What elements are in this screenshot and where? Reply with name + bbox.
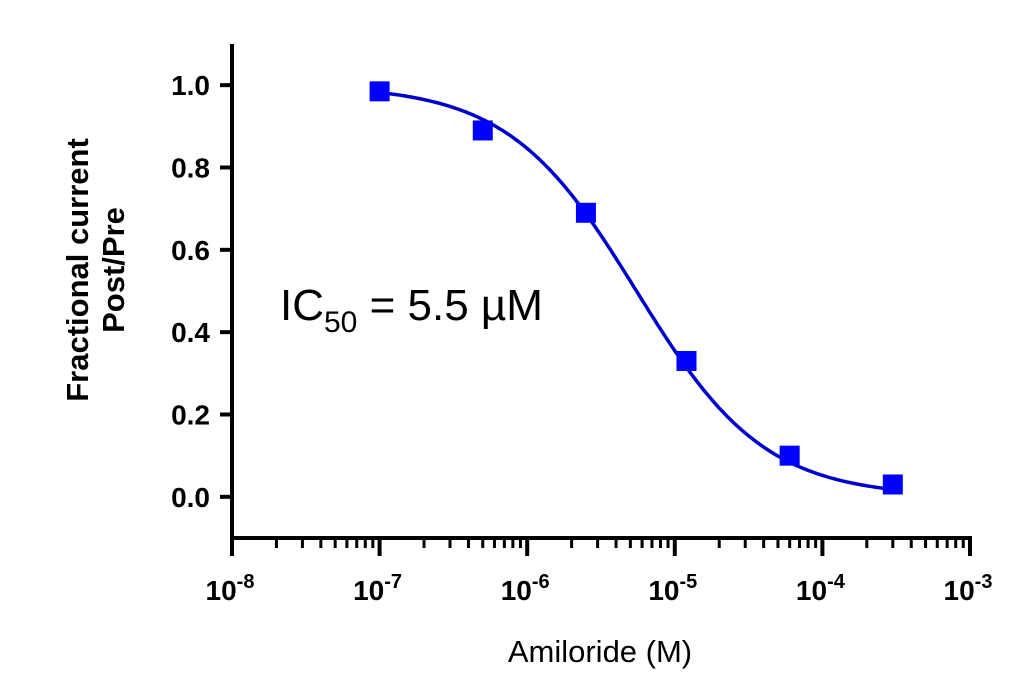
y-axis-title-line-1: Fractional current (60, 138, 95, 402)
ic50-annotation: IC50 = 5.5 µM (280, 281, 543, 339)
x-tick-label: 10-3 (944, 571, 993, 606)
data-point (779, 445, 800, 466)
x-tick-label: 10-6 (501, 571, 550, 606)
y-tick-label: 0.4 (171, 317, 210, 348)
y-tick-label: 0.2 (171, 400, 210, 431)
x-tick-label: 10-7 (353, 571, 402, 606)
x-tick-label: 10-5 (648, 571, 697, 606)
fit-curve (379, 90, 894, 492)
data-point (575, 202, 596, 223)
x-tick-label: 10-4 (796, 571, 846, 606)
y-axis-title-line-2: Post/Pre (96, 207, 131, 333)
ic50-subscript: 50 (324, 306, 357, 339)
y-tick-label: 1.0 (171, 70, 210, 101)
data-point (472, 120, 493, 141)
ic50-suffix: = 5.5 µM (357, 281, 543, 330)
x-axis: 10-8 10-7 10-6 10-5 10-4 10-3 (206, 536, 993, 606)
x-tick-label: 10-8 (206, 571, 255, 606)
y-tick-label: 0.0 (171, 482, 210, 513)
x-axis-title: Amiloride (M) (508, 634, 692, 669)
y-tick-label: 0.8 (171, 153, 210, 184)
data-point (882, 474, 903, 495)
y-axis-title: Fractional current Post/Pre (60, 138, 131, 402)
data-point (369, 81, 390, 102)
data-points (369, 81, 903, 495)
data-point (676, 350, 697, 371)
y-axis: 0.0 0.2 0.4 0.6 0.8 1.0 (171, 44, 234, 538)
y-tick-label: 0.6 (171, 235, 210, 266)
ic50-prefix: IC (280, 281, 324, 330)
